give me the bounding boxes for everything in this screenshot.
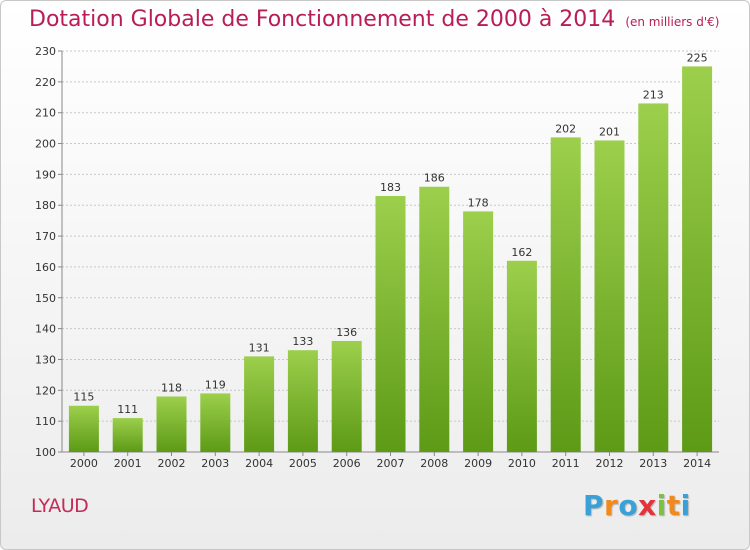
bar-value-label: 202 bbox=[555, 122, 576, 135]
y-tick-label: 220 bbox=[35, 76, 56, 89]
bar-value-label: 213 bbox=[643, 88, 664, 101]
bar bbox=[375, 195, 406, 452]
y-tick-label: 230 bbox=[35, 45, 56, 58]
bar bbox=[68, 405, 99, 452]
logo-letter: i bbox=[656, 489, 667, 522]
bar-value-label: 201 bbox=[599, 125, 620, 138]
y-tick-label: 200 bbox=[35, 138, 56, 151]
logo-letter: x bbox=[638, 489, 657, 522]
x-tick-label: 2014 bbox=[683, 457, 711, 470]
x-tick-label: 2012 bbox=[596, 457, 624, 470]
x-tick-label: 2000 bbox=[70, 457, 98, 470]
logo-letter: r bbox=[604, 489, 619, 522]
chart-unit: (en milliers d'€) bbox=[625, 15, 720, 29]
x-tick-label: 2013 bbox=[639, 457, 667, 470]
logo-letter: P bbox=[583, 489, 605, 522]
bar bbox=[594, 140, 625, 452]
y-tick-label: 170 bbox=[35, 230, 56, 243]
chart-title: Dotation Globale de Fonctionnement de 20… bbox=[29, 7, 719, 32]
y-tick-label: 190 bbox=[35, 168, 56, 181]
bar bbox=[682, 66, 713, 452]
bar-value-label: 131 bbox=[249, 341, 270, 354]
x-tick-label: 2002 bbox=[158, 457, 186, 470]
bar bbox=[550, 137, 581, 452]
logo-letter: t bbox=[666, 489, 681, 522]
y-tick-label: 150 bbox=[35, 292, 56, 305]
bar bbox=[112, 418, 143, 452]
bar bbox=[331, 340, 362, 452]
bar-value-label: 183 bbox=[380, 181, 401, 194]
x-tick-label: 2009 bbox=[464, 457, 492, 470]
y-tick-label: 100 bbox=[35, 446, 56, 459]
x-tick-label: 2006 bbox=[333, 457, 361, 470]
x-tick-label: 2011 bbox=[552, 457, 580, 470]
x-tick-label: 2005 bbox=[289, 457, 317, 470]
bar bbox=[200, 393, 231, 452]
bar-value-label: 111 bbox=[117, 403, 138, 416]
bar bbox=[638, 103, 669, 452]
y-tick-label: 130 bbox=[35, 353, 56, 366]
x-tick-label: 2003 bbox=[201, 457, 229, 470]
x-tick-label: 2010 bbox=[508, 457, 536, 470]
x-tick-label: 2004 bbox=[245, 457, 273, 470]
chart-title-text: Dotation Globale de Fonctionnement de 20… bbox=[29, 7, 616, 32]
bar-value-label: 133 bbox=[292, 335, 313, 348]
bar bbox=[463, 211, 494, 452]
y-tick-label: 210 bbox=[35, 107, 56, 120]
logo-letter: o bbox=[618, 489, 639, 522]
bar-value-label: 225 bbox=[687, 51, 708, 64]
bar-value-label: 115 bbox=[73, 391, 94, 404]
bar-value-label: 178 bbox=[468, 196, 489, 209]
commune-name: LYAUD bbox=[31, 495, 89, 517]
bar bbox=[156, 396, 187, 452]
bar-value-label: 162 bbox=[511, 246, 532, 259]
bar-value-label: 119 bbox=[205, 378, 226, 391]
y-tick-label: 120 bbox=[35, 384, 56, 397]
x-tick-label: 2008 bbox=[420, 457, 448, 470]
x-tick-label: 2001 bbox=[114, 457, 142, 470]
y-tick-label: 140 bbox=[35, 323, 56, 336]
y-tick-label: 180 bbox=[35, 199, 56, 212]
y-tick-label: 160 bbox=[35, 261, 56, 274]
logo-letter: i bbox=[680, 489, 691, 522]
bar-value-label: 186 bbox=[424, 172, 445, 185]
proxiti-logo: Proxiti bbox=[583, 489, 691, 522]
x-tick-label: 2007 bbox=[377, 457, 405, 470]
bar bbox=[287, 350, 318, 452]
y-tick-label: 110 bbox=[35, 415, 56, 428]
bar bbox=[419, 186, 450, 452]
bar bbox=[506, 260, 537, 452]
bar-value-label: 136 bbox=[336, 326, 357, 339]
bar bbox=[244, 356, 275, 452]
bar-value-label: 118 bbox=[161, 381, 182, 394]
